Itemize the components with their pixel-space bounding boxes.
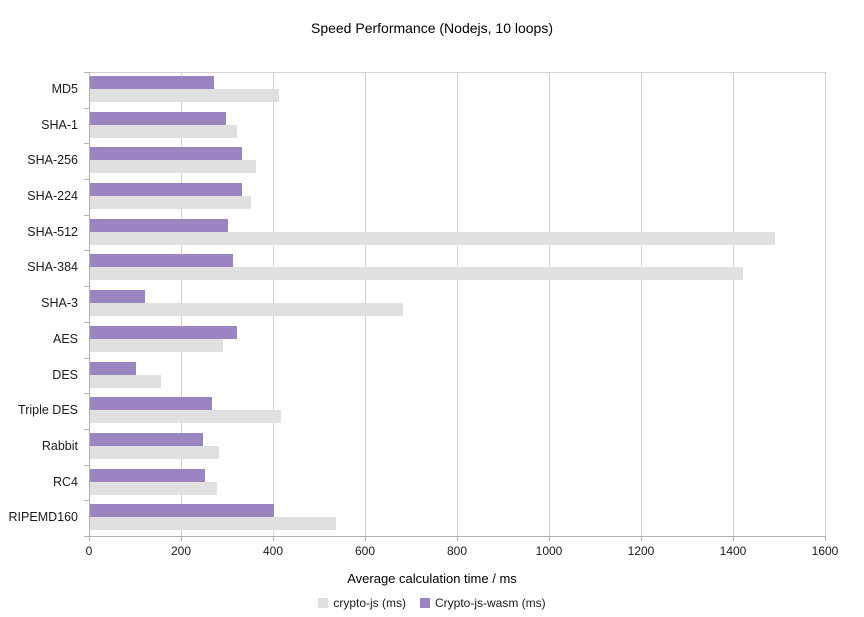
bar-crypto-js-wasm-ms (90, 361, 136, 375)
x-axis-label: 600 (354, 544, 376, 558)
bar-crypto-js-wasm-ms (90, 218, 228, 232)
x-axis-title: Average calculation time / ms (347, 571, 517, 586)
y-axis-label: Triple DES (18, 403, 78, 418)
legend-label-crypto-js-wasm: Crypto-js-wasm (ms) (435, 596, 546, 610)
x-tick (365, 536, 366, 541)
bar-crypto-js-ms (90, 303, 403, 317)
bar-crypto-js-ms (90, 231, 776, 245)
gridline (825, 72, 826, 536)
legend-item-crypto-js-wasm: Crypto-js-wasm (ms) (420, 596, 546, 610)
bar-crypto-js-wasm-ms (90, 290, 146, 304)
x-axis-label: 1000 (535, 544, 563, 558)
y-tick (84, 465, 89, 466)
y-axis-label: RIPEMD160 (8, 510, 78, 525)
legend: crypto-js (ms) Crypto-js-wasm (ms) (0, 596, 864, 610)
bar-crypto-js-wasm-ms (90, 147, 242, 161)
gridline (549, 72, 550, 536)
y-tick (84, 358, 89, 359)
bar-crypto-js-ms (90, 124, 238, 138)
y-axis-label: DES (52, 367, 78, 382)
gridline (641, 72, 642, 536)
y-axis-line (89, 72, 90, 536)
bar-crypto-js-ms (90, 410, 281, 424)
x-axis-label: 400 (262, 544, 284, 558)
y-tick (84, 215, 89, 216)
y-tick (84, 179, 89, 180)
y-axis-label: Rabbit (41, 438, 78, 453)
y-axis-label: SHA-512 (27, 224, 78, 239)
x-tick (549, 536, 550, 541)
y-axis-label: SHA-256 (27, 153, 78, 168)
x-tick (733, 536, 734, 541)
bar-crypto-js-wasm-ms (90, 183, 242, 197)
x-tick (181, 536, 182, 541)
bar-crypto-js-ms (90, 160, 256, 174)
y-axis-label: SHA-384 (27, 260, 78, 275)
x-tick (89, 536, 90, 541)
y-axis-label: RC4 (52, 474, 78, 489)
bar-crypto-js-ms (90, 481, 217, 495)
x-axis-label: 200 (170, 544, 192, 558)
bar-crypto-js-ms (90, 445, 219, 459)
y-tick (84, 108, 89, 109)
legend-swatch-crypto-js-wasm (420, 598, 430, 608)
x-tick (825, 536, 826, 541)
y-tick (84, 322, 89, 323)
x-axis-label: 1400 (719, 544, 747, 558)
y-tick (84, 250, 89, 251)
y-axis-label: SHA-224 (27, 189, 78, 204)
y-tick (84, 143, 89, 144)
bar-crypto-js-wasm-ms (90, 397, 212, 411)
legend-item-crypto-js: crypto-js (ms) (318, 596, 406, 610)
bar-crypto-js-wasm-ms (90, 111, 226, 125)
bar-crypto-js-wasm-ms (90, 432, 203, 446)
y-tick (84, 429, 89, 430)
bar-crypto-js-ms (90, 374, 162, 388)
y-tick (84, 286, 89, 287)
y-axis-label: AES (52, 331, 78, 346)
bar-crypto-js-wasm-ms (90, 504, 274, 518)
y-axis-label: SHA-1 (41, 117, 78, 132)
gridline (733, 72, 734, 536)
x-tick (641, 536, 642, 541)
y-tick (84, 72, 89, 73)
x-axis-line (89, 536, 826, 537)
bar-crypto-js-ms (90, 267, 744, 281)
bar-crypto-js-wasm-ms (90, 76, 215, 89)
legend-label-crypto-js: crypto-js (ms) (333, 596, 406, 610)
bar-crypto-js-ms (90, 517, 337, 531)
gridline (457, 72, 458, 536)
bar-crypto-js-ms (90, 196, 251, 210)
legend-swatch-crypto-js (318, 598, 329, 608)
y-axis-label: SHA-3 (41, 296, 78, 311)
x-axis-label: 1600 (811, 544, 839, 558)
bar-crypto-js-wasm-ms (90, 468, 205, 482)
x-tick (457, 536, 458, 541)
x-axis-label: 800 (446, 544, 468, 558)
y-axis-label: MD5 (51, 82, 78, 96)
x-tick (273, 536, 274, 541)
chart-title: Speed Performance (Nodejs, 10 loops) (310, 20, 554, 36)
x-axis-label: 0 (85, 544, 93, 558)
bar-crypto-js-ms (90, 338, 224, 352)
x-axis-label: 1200 (627, 544, 655, 558)
y-tick (84, 500, 89, 501)
y-tick (84, 393, 89, 394)
y-tick (84, 536, 89, 537)
bar-crypto-js-wasm-ms (90, 325, 238, 339)
bar-crypto-js-ms (90, 89, 279, 102)
bar-crypto-js-wasm-ms (90, 254, 233, 268)
